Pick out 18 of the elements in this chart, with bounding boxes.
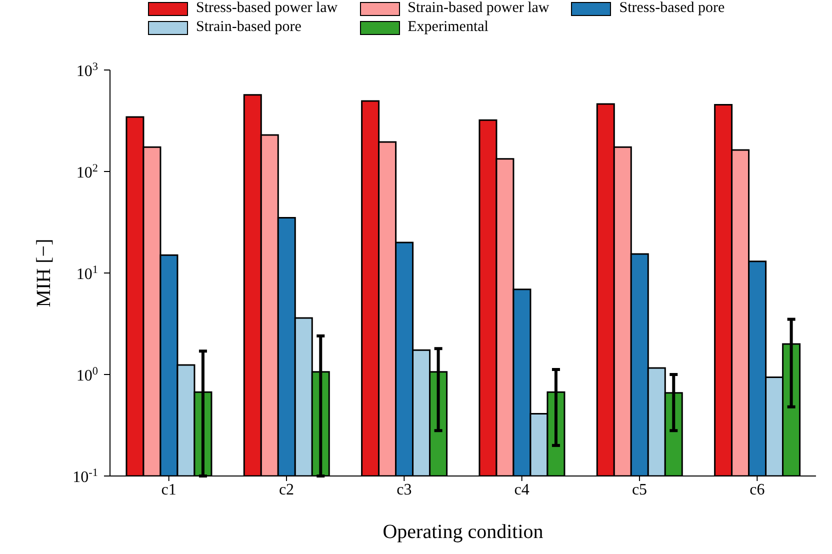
legend-label: Strain-based pore xyxy=(196,19,302,36)
y-tick-label: 10$^{0}$ xyxy=(76,366,98,384)
x-tick-label: c3 xyxy=(396,481,412,498)
x-tick-label: c2 xyxy=(278,481,294,498)
legend-label: Strain-based power law xyxy=(408,0,550,17)
y-axis-title: MIH [−] xyxy=(33,238,55,308)
x-tick-label: c5 xyxy=(632,481,648,498)
x-tick-label: c4 xyxy=(514,481,530,498)
y-tick-label: 10$^{2}$ xyxy=(76,162,98,182)
legend-label: Experimental xyxy=(408,19,488,36)
y-tick-label: 10$^{1}$ xyxy=(76,264,98,283)
legend-label: Stress-based pore xyxy=(619,0,725,17)
legend-label: Stress-based power law xyxy=(196,0,338,17)
x-tick-label: c1 xyxy=(161,481,176,498)
x-tick-label: c6 xyxy=(750,481,765,498)
y-tick-label: 10$^{3}$ xyxy=(76,61,98,80)
x-axis-title: Operating condition xyxy=(382,521,544,543)
y-tick-label: 10$^{-1}$ xyxy=(72,467,98,486)
